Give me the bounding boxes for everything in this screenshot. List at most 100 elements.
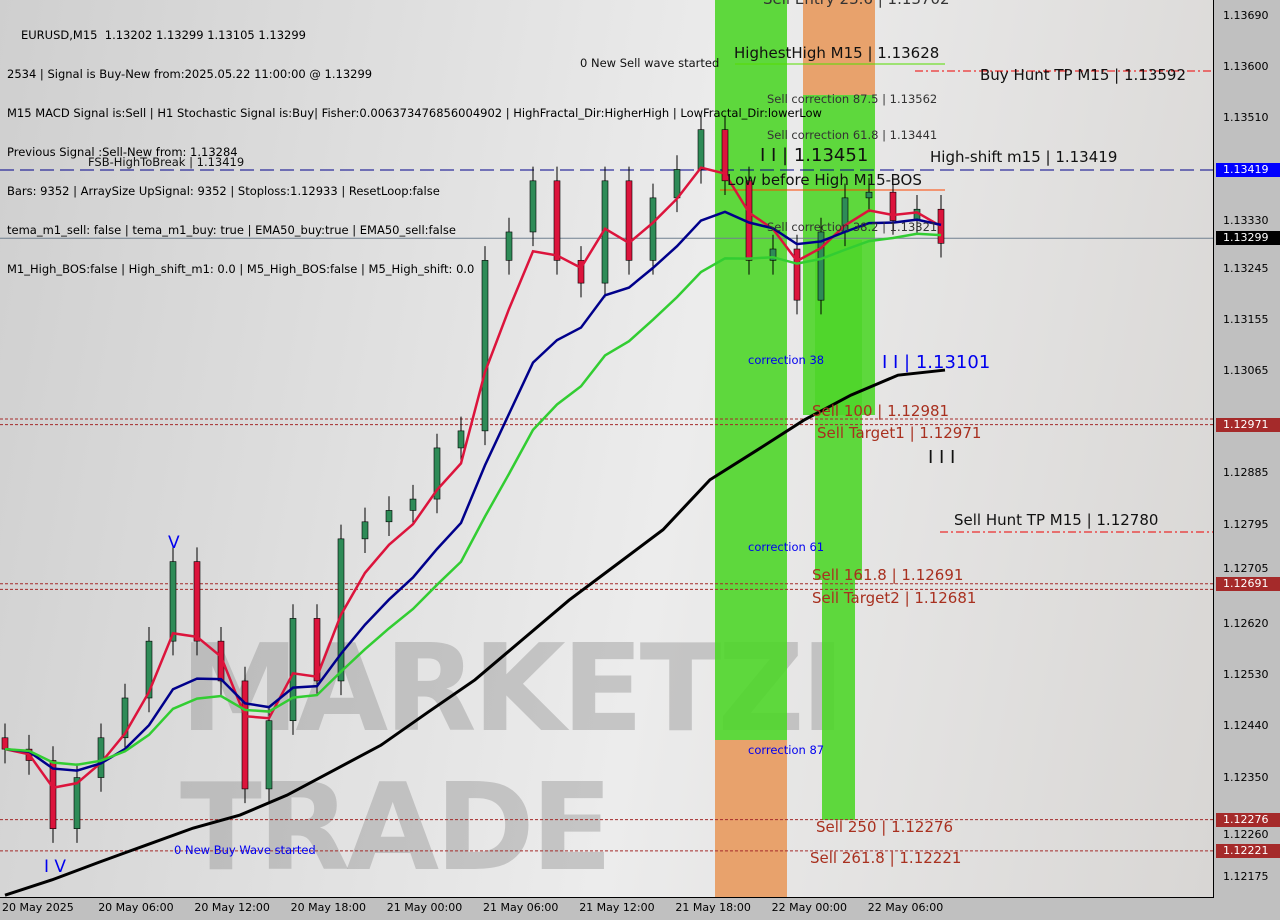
- candle-body: [265, 720, 273, 790]
- price-tick-label: 1.12350: [1223, 770, 1269, 784]
- info-panel: EURUSD,M15 1.13202 1.13299 1.13105 1.132…: [7, 3, 822, 302]
- price-tick-label: 1.13510: [1223, 111, 1269, 125]
- candle-body: [481, 260, 489, 432]
- candle-body: [145, 640, 153, 699]
- candle-body: [73, 777, 81, 829]
- ma200-line: [4, 368, 946, 897]
- fibo-zone: [715, 0, 787, 740]
- iii-label: I I I: [928, 447, 956, 468]
- time-tick-label: 20 May 06:00: [98, 901, 174, 914]
- candle-body: [49, 760, 57, 829]
- ema-slow-line: [4, 232, 942, 767]
- candle-body: [1, 737, 9, 750]
- price-axis[interactable]: 1.13419 1.13299 1.12971 1.12691 1.12276 1.122…: [1214, 0, 1280, 897]
- correction-87-label: correction 87: [748, 743, 825, 757]
- time-tick-label: 20 May 18:00: [290, 901, 367, 914]
- candle-body: [553, 180, 561, 261]
- candle-body: [769, 248, 777, 261]
- price-tag: 1.12971: [1216, 417, 1280, 432]
- highest-high-label: HighestHigh M15 | 1.13628: [734, 44, 940, 62]
- sell-entry-label: Sell Entry 23.6 | 1.13702: [763, 0, 950, 8]
- price-tick-label: 1.13330: [1223, 213, 1269, 227]
- price-tick-label: 1.13690: [1223, 9, 1269, 22]
- candle-body: [793, 248, 801, 301]
- time-tick-label: 20 May 12:00: [194, 901, 270, 914]
- info-line: 2534 | Signal is Buy-New from:2025.05.22…: [7, 67, 373, 81]
- candle-body: [385, 510, 393, 523]
- price-tick-label: 1.13065: [1223, 364, 1269, 378]
- candle-body: [289, 618, 297, 722]
- price-tick-label: 1.12885: [1223, 466, 1269, 480]
- time-tick-label: 21 May 06:00: [483, 901, 559, 914]
- wave-v-label: V: [168, 533, 180, 553]
- price-tick-label: 1.13600: [1223, 60, 1269, 74]
- ema-mid-line: [4, 210, 942, 772]
- time-tick-label: 21 May 00:00: [386, 901, 463, 914]
- time-tick-label: 22 May 00:00: [771, 901, 848, 914]
- time-tick-label: 22 May 06:00: [867, 901, 944, 914]
- sell-correction-875-label: Sell correction 87.5 | 1.13562: [767, 92, 938, 106]
- info-line: M15 MACD Signal is:Sell | H1 Stochastic …: [7, 106, 822, 120]
- info-line: tema_m1_sell: false | tema_m1_buy: true …: [7, 223, 456, 237]
- candle-body: [169, 561, 177, 642]
- candle-body: [505, 231, 513, 261]
- price-tag: 1.12691: [1216, 576, 1280, 591]
- plot-area[interactable]: MARKETZI TRADE EURUSD,M15 1.13202 1.1329…: [0, 0, 1214, 898]
- fsb-label: FSB-HighToBreak | 1.13419: [88, 155, 245, 169]
- candle-body: [409, 498, 417, 511]
- ema-fast-line: [4, 166, 942, 790]
- correction-38-label: correction 38: [748, 353, 825, 367]
- time-tick-label: 20 May 2025: [2, 901, 74, 914]
- price-tick-label: 1.12620: [1223, 617, 1269, 631]
- price-tick-label: 1.12530: [1223, 668, 1269, 682]
- buy-hunt-label: Buy Hunt TP M15 | 1.13592: [980, 66, 1187, 84]
- price-tick-label: 1.12705: [1223, 561, 1269, 575]
- time-tick-label: 21 May 12:00: [579, 901, 655, 914]
- price-tag: 1.13299: [1216, 231, 1280, 246]
- candle-body: [577, 260, 585, 284]
- candle-body: [721, 129, 729, 182]
- price-tick-label: 1.13155: [1223, 313, 1269, 327]
- sell-hunt-label: Sell Hunt TP M15 | 1.12780: [954, 511, 1159, 529]
- candle-body: [865, 191, 873, 199]
- candle-body: [121, 697, 129, 739]
- sell-target2-label: Sell Target2 | 1.12681: [812, 589, 977, 607]
- candle-body: [625, 180, 633, 261]
- sell-250-label: Sell 250 | 1.12276: [816, 818, 954, 836]
- candle-body: [241, 680, 249, 790]
- wave-iv-label: I V: [44, 857, 67, 877]
- sell-correction-618-label: Sell correction 61.8 | 1.13441: [767, 128, 938, 142]
- info-line: M1_High_BOS:false | High_shift_m1: 0.0 |…: [7, 262, 475, 276]
- candle-body: [889, 191, 897, 221]
- candle-body: [457, 430, 465, 449]
- buy-wave-label: 0 New Buy Wave started: [174, 843, 316, 857]
- price-tick-label: 1.13245: [1223, 261, 1269, 275]
- chart-canvas: [0, 0, 1213, 897]
- low-before-high-label: Low before High M15-BOS: [727, 171, 922, 189]
- info-line: Previous Signal :Sell-New from: 1.13284: [7, 145, 238, 159]
- candle-body: [817, 231, 825, 301]
- correction-61-label: correction 61: [748, 540, 825, 554]
- candle-body: [313, 618, 321, 682]
- fibo-zone: [822, 580, 855, 820]
- candle-body: [649, 197, 657, 261]
- iii-low-label: I I | 1.13101: [882, 352, 991, 373]
- info-line: EURUSD,M15 1.13202 1.13299 1.13105 1.132…: [21, 28, 306, 42]
- price-tick-label: 1.12795: [1223, 517, 1269, 531]
- sell-1618-label: Sell 161.8 | 1.12691: [812, 566, 964, 584]
- fibo-zone: [803, 0, 875, 95]
- info-line: Bars: 9352 | ArraySize UpSignal: 9352 | …: [7, 184, 440, 198]
- sell-target1-label: Sell Target1 | 1.12971: [817, 424, 982, 442]
- fibo-zone: [715, 740, 787, 897]
- candle-body: [97, 737, 105, 778]
- sell-100-label: Sell 100 | 1.12981: [812, 402, 950, 420]
- price-tag: 1.12276: [1216, 812, 1280, 827]
- price-tick-label: 1.12175: [1223, 870, 1269, 883]
- sell-correction-382-label: Sell correction 38.2 | 1.13321: [767, 220, 938, 234]
- price-tick-label: 1.12260: [1223, 827, 1269, 841]
- sell-2618-label: Sell 261.8 | 1.12221: [810, 849, 962, 867]
- price-tick-label: 1.12440: [1223, 719, 1269, 733]
- high-shift-label: High-shift m15 | 1.13419: [930, 148, 1118, 166]
- price-tag: 1.12221: [1216, 843, 1280, 858]
